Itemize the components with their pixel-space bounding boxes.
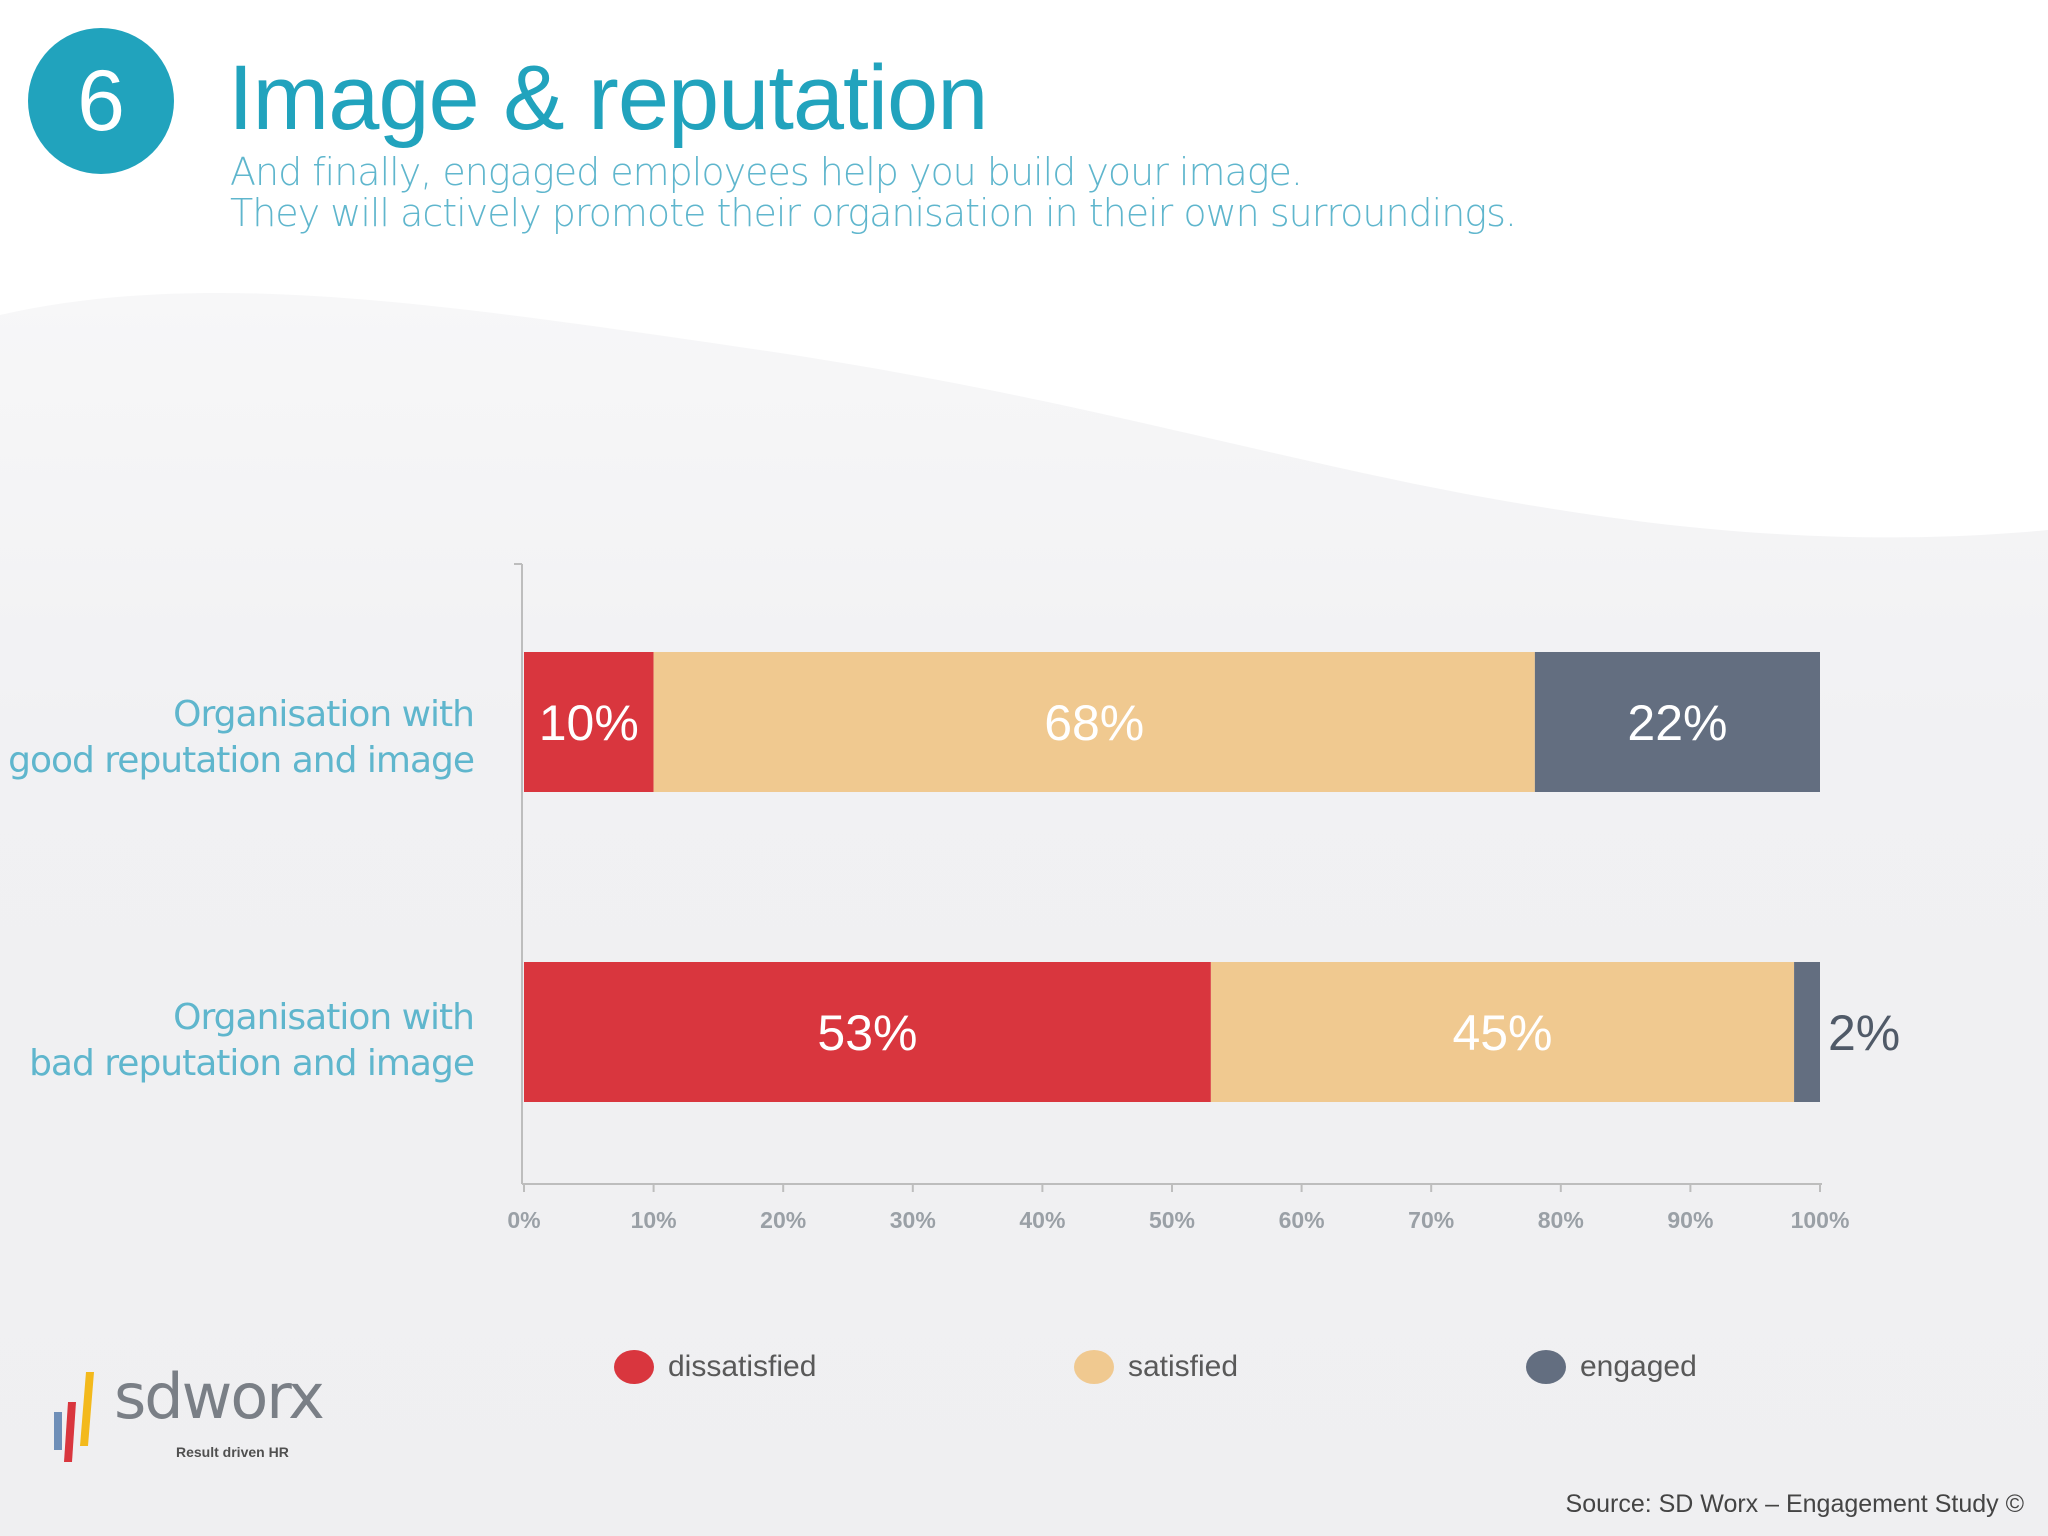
page-subtitle: And finally, engaged employees help you … bbox=[230, 150, 1517, 235]
data-label: 45% bbox=[1452, 1005, 1552, 1061]
x-tick-label: 70% bbox=[1408, 1207, 1454, 1233]
bar-segment-satisfied bbox=[653, 652, 1535, 792]
data-label: 53% bbox=[817, 1005, 917, 1061]
x-tick-label: 90% bbox=[1667, 1207, 1713, 1233]
logo-wordmark: sdworx bbox=[114, 1360, 325, 1433]
legend-swatch-satisfied bbox=[1074, 1350, 1114, 1384]
x-tick-label: 10% bbox=[631, 1207, 677, 1233]
legend-label: dissatisfied bbox=[668, 1350, 817, 1383]
x-tick-label: 40% bbox=[1019, 1207, 1065, 1233]
stacked-bar-chart: 0% 10% 20% 30% 40% 50% 60% 70% 80% 90% 100% 10% 68% 2… bbox=[507, 563, 1900, 1233]
bar-segment-dissatisfied bbox=[524, 962, 1211, 1102]
legend-label: engaged bbox=[1580, 1350, 1697, 1383]
data-label: 2% bbox=[1828, 1005, 1900, 1061]
x-tick-label: 80% bbox=[1538, 1207, 1584, 1233]
legend-item-engaged: engaged bbox=[1526, 1350, 1697, 1384]
row-label-bad-reputation: Organisation with bad reputation and ima… bbox=[29, 995, 475, 1087]
x-tick-label: 60% bbox=[1279, 1207, 1325, 1233]
x-tick-label: 50% bbox=[1149, 1207, 1195, 1233]
logo-mark-icon bbox=[54, 1372, 94, 1462]
row-label-good-reputation: Organisation with good reputation and im… bbox=[8, 692, 475, 784]
x-tick-label: 30% bbox=[890, 1207, 936, 1233]
row-label-line: good reputation and image bbox=[8, 740, 475, 781]
subtitle-line-1: And finally, engaged employees help you … bbox=[230, 150, 1303, 194]
bar-segment-engaged bbox=[1534, 652, 1820, 792]
step-number-badge: 6 bbox=[28, 28, 174, 174]
legend-swatch-dissatisfied bbox=[614, 1350, 654, 1384]
subtitle-line-2: They will actively promote their organis… bbox=[230, 191, 1517, 235]
x-tick-label: 0% bbox=[507, 1207, 540, 1233]
data-label: 68% bbox=[1044, 695, 1144, 751]
row-label-line: bad reputation and image bbox=[29, 1043, 475, 1084]
legend-item-satisfied: satisfied bbox=[1074, 1350, 1238, 1384]
x-tick-label: 100% bbox=[1791, 1207, 1850, 1233]
logo-tagline: Result driven HR bbox=[176, 1444, 289, 1460]
data-label: 10% bbox=[539, 695, 639, 751]
row-label-line: Organisation with bbox=[173, 997, 475, 1038]
sdworx-logo: sdworx Result driven HR bbox=[50, 1360, 325, 1467]
source-note: Source: SD Worx – Engagement Study © bbox=[1565, 1490, 2024, 1518]
bar-segment-engaged bbox=[1794, 962, 1820, 1102]
data-label: 22% bbox=[1627, 695, 1727, 751]
page-title: Image & reputation bbox=[228, 47, 988, 149]
row-label-line: Organisation with bbox=[173, 694, 475, 735]
legend-swatch-engaged bbox=[1526, 1350, 1566, 1384]
bar-segment-dissatisfied bbox=[524, 652, 654, 792]
x-tick-label: 20% bbox=[760, 1207, 806, 1233]
legend-label: satisfied bbox=[1128, 1350, 1239, 1383]
bar-segment-satisfied bbox=[1210, 962, 1795, 1102]
legend-item-dissatisfied: dissatisfied bbox=[614, 1350, 816, 1384]
